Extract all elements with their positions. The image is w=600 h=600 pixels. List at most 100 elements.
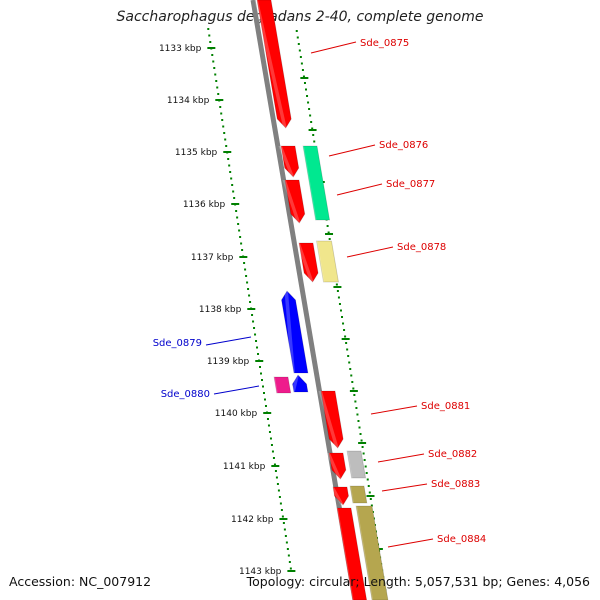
- tick-dot: [299, 56, 302, 58]
- tick-dot: [254, 333, 257, 336]
- tick-dot: [365, 472, 368, 474]
- tick-dot: [223, 132, 226, 134]
- tick-dot: [238, 229, 241, 232]
- gene-label-sde-0876[interactable]: Sde_0876: [379, 140, 428, 151]
- gene-sde-0884-shade: [334, 508, 354, 600]
- gene-sde-0878-shade: [296, 243, 314, 282]
- tick-dot: [286, 548, 289, 550]
- tick-dot: [215, 80, 218, 82]
- gene-sde-0877b-shade: [282, 180, 301, 223]
- tick-dot: [280, 509, 283, 511]
- tick-dot: [233, 197, 236, 199]
- tick-dot: [356, 413, 359, 416]
- tick-dot: [298, 49, 301, 52]
- gene-sde-0876: [280, 145, 300, 178]
- tick-dot: [341, 316, 344, 318]
- tick-dot: [245, 275, 248, 277]
- tick-dot: [359, 433, 362, 435]
- tick-dot: [277, 489, 280, 492]
- tick-dot: [345, 342, 348, 344]
- tick-dot: [369, 498, 372, 500]
- tick-dot: [264, 405, 267, 407]
- gene-label-sde-0881[interactable]: Sde_0881: [421, 401, 470, 412]
- gene-label-sde-0879[interactable]: Sde_0879: [153, 338, 202, 349]
- gene-label-leader: [336, 183, 383, 196]
- tick-dot: [357, 420, 360, 422]
- tick-dot: [308, 108, 311, 110]
- kbp-label: 1139 kbp: [207, 357, 250, 367]
- tick-dot: [243, 262, 246, 264]
- gene-label-sde-0875[interactable]: Sde_0875: [360, 38, 409, 49]
- tick-dot: [232, 190, 235, 193]
- tick-dot: [249, 301, 252, 303]
- tick-dot: [251, 314, 254, 316]
- gene-label-sde-0878[interactable]: Sde_0878: [397, 242, 446, 253]
- tick-dot: [287, 554, 290, 557]
- tick-dot: [212, 60, 215, 63]
- kbp-label: 1142 kbp: [231, 515, 274, 525]
- tick-dot: [260, 372, 263, 375]
- tick-dot: [255, 340, 258, 342]
- gene-label-sde-0877[interactable]: Sde_0877: [386, 179, 435, 190]
- tick-dot: [282, 522, 285, 524]
- tick-dot: [327, 231, 330, 234]
- tick-dot: [263, 398, 266, 401]
- tick-dot: [349, 368, 352, 370]
- tick-dot: [336, 290, 339, 292]
- tick-dot: [237, 223, 240, 225]
- gene-sde-0879: [281, 290, 309, 374]
- gene-label-sde-0884[interactable]: Sde_0884: [437, 534, 486, 545]
- tick-dot: [257, 353, 260, 355]
- gene-sde-0883: [332, 486, 349, 506]
- tick-dot: [335, 283, 338, 286]
- gene-sde-0881-shade: [318, 391, 339, 448]
- tick-dot: [354, 400, 357, 403]
- kbp-label: 1137 kbp: [191, 253, 234, 263]
- tick-dot: [275, 476, 278, 479]
- gene-label-sde-0880[interactable]: Sde_0880: [161, 389, 210, 400]
- tick-dot: [352, 387, 355, 390]
- tick-dot: [208, 34, 211, 37]
- gene-sde-0882b: [346, 450, 367, 479]
- gene-sde-0881: [320, 390, 344, 449]
- gene-label-sde-0883[interactable]: Sde_0883: [431, 479, 480, 490]
- tick-dot: [311, 127, 314, 130]
- tick-dot: [276, 483, 279, 485]
- gene-label-leader: [370, 405, 418, 415]
- gene-label-sde-0882[interactable]: Sde_0882: [428, 449, 477, 460]
- kbp-label: 1136 kbp: [183, 200, 226, 210]
- tick-dot: [271, 450, 274, 453]
- tick-dot: [339, 309, 342, 312]
- tick-dot: [246, 281, 249, 284]
- gene-label-leader: [328, 144, 376, 157]
- tick-dot: [261, 379, 264, 381]
- gene-sde-0879-shade: [284, 291, 295, 373]
- tick-dot: [261, 385, 264, 388]
- genome-title: Saccharophagus degradans 2-40, complete …: [116, 9, 484, 25]
- tick-dot: [222, 125, 225, 128]
- gene-sde-0882-shade: [326, 453, 342, 479]
- tick-dot: [346, 348, 349, 351]
- tick-dot: [281, 515, 284, 518]
- tick-dot: [236, 216, 239, 219]
- tick-dot: [288, 561, 291, 563]
- tick-dot: [337, 296, 340, 299]
- tick-dot: [214, 73, 217, 76]
- genome-stats: Topology: circular; Length: 5,057,531 bp…: [246, 574, 590, 589]
- tick-dot: [230, 177, 233, 180]
- gene-sde-0884b-shade: [353, 506, 374, 600]
- tick-dot: [313, 140, 316, 143]
- tick-dot: [300, 62, 303, 65]
- tick-dot: [225, 145, 228, 147]
- tick-dot: [283, 528, 286, 531]
- tick-dot: [326, 225, 329, 227]
- gene-sde-0876-shade: [278, 146, 295, 177]
- tick-dot: [217, 93, 220, 95]
- kbp-label: 1134 kbp: [167, 96, 210, 106]
- accession-label: Accession: NC_007912: [9, 574, 152, 589]
- tick-dot: [364, 465, 367, 468]
- tick-dot: [297, 43, 300, 45]
- gene-sde-0880-shade: [271, 377, 278, 393]
- tick-dot: [227, 158, 230, 160]
